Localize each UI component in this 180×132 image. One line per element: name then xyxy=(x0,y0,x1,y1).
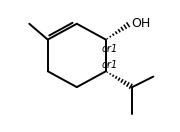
Text: or1: or1 xyxy=(101,60,118,70)
Text: or1: or1 xyxy=(101,44,118,55)
Text: OH: OH xyxy=(131,17,150,30)
